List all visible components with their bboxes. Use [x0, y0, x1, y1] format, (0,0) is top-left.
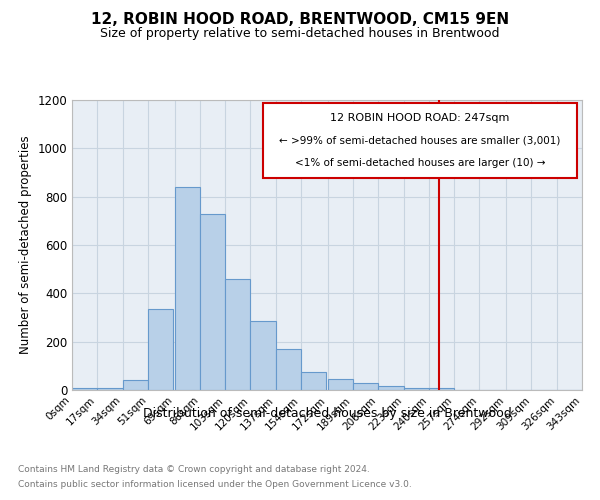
Bar: [200, 214, 225, 390]
Bar: [97, 388, 122, 390]
Bar: [72, 388, 97, 390]
Bar: [429, 388, 454, 390]
Text: 12, ROBIN HOOD ROAD, BRENTWOOD, CM15 9EN: 12, ROBIN HOOD ROAD, BRENTWOOD, CM15 9EN: [91, 12, 509, 28]
Bar: [276, 349, 301, 390]
Bar: [148, 309, 173, 390]
Text: <1% of semi-detached houses are larger (10) →: <1% of semi-detached houses are larger (…: [295, 158, 545, 168]
Bar: [353, 383, 378, 390]
Bar: [175, 187, 200, 390]
Bar: [250, 321, 276, 390]
Text: Contains HM Land Registry data © Crown copyright and database right 2024.: Contains HM Land Registry data © Crown c…: [18, 465, 370, 474]
Text: Contains public sector information licensed under the Open Government Licence v3: Contains public sector information licen…: [18, 480, 412, 489]
Bar: [225, 279, 250, 390]
Bar: [122, 380, 148, 390]
Y-axis label: Number of semi-detached properties: Number of semi-detached properties: [19, 136, 32, 354]
Text: ← >99% of semi-detached houses are smaller (3,001): ← >99% of semi-detached houses are small…: [280, 136, 561, 145]
Bar: [378, 386, 404, 390]
Text: 12 ROBIN HOOD ROAD: 247sqm: 12 ROBIN HOOD ROAD: 247sqm: [331, 113, 510, 123]
Bar: [328, 379, 353, 390]
Bar: [301, 372, 326, 390]
Bar: [404, 388, 429, 390]
Text: Size of property relative to semi-detached houses in Brentwood: Size of property relative to semi-detach…: [100, 28, 500, 40]
Text: Distribution of semi-detached houses by size in Brentwood: Distribution of semi-detached houses by …: [143, 408, 511, 420]
